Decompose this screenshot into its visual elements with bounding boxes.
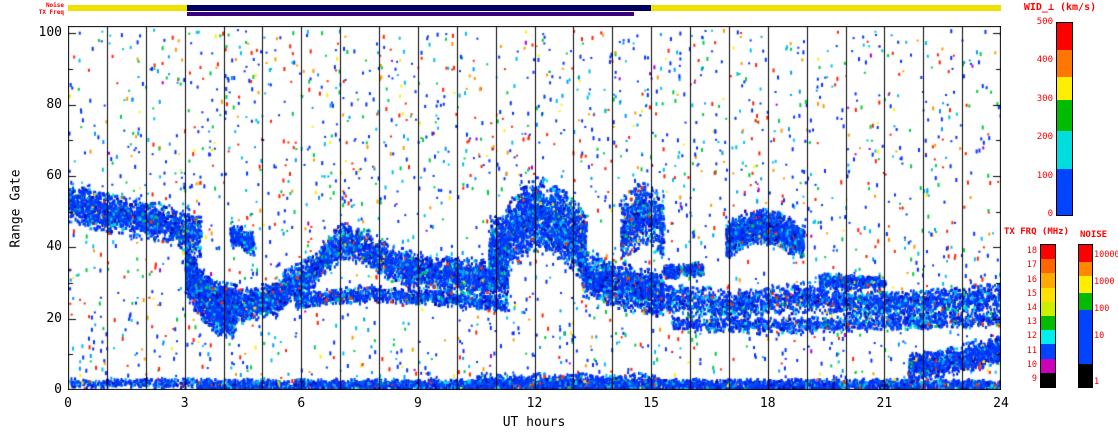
x-tick-label: 0: [64, 396, 72, 411]
y-tick-label: 80: [46, 96, 62, 112]
noise-strip-segment: [651, 5, 1001, 11]
noise-tick-label: 1000: [1094, 277, 1115, 288]
freq-colorbar-segment: [1041, 287, 1055, 302]
txfreq-strip-segment: [186, 12, 634, 16]
wid-tick-label: 400: [1036, 55, 1053, 66]
noise-strip: [68, 5, 1001, 11]
freq-tick-label: 11: [1026, 345, 1037, 356]
wid-colorbar: [1056, 22, 1073, 216]
txfreq-strip-label: TX Freq: [38, 9, 64, 16]
freq-colorbar-segment: [1041, 273, 1055, 288]
wid-colorbar-segment: [1057, 99, 1072, 131]
wid-tick-label: 200: [1036, 132, 1053, 143]
wid-tick-label: 500: [1036, 17, 1053, 27]
noise-colorbar-segment: [1079, 293, 1092, 311]
noise-colorbar: [1078, 244, 1093, 388]
noise-colorbar-segment: [1079, 276, 1092, 294]
wid-colorbar-segment: [1057, 76, 1072, 100]
y-tick-label: 60: [46, 167, 62, 183]
plot-canvas: [68, 26, 1001, 390]
freq-tick-label: 18: [1026, 246, 1037, 257]
noise-tick-label: 100: [1094, 304, 1110, 315]
freq-colorbar-segment: [1041, 259, 1055, 274]
freq-tick-label: 13: [1026, 317, 1037, 328]
freq-tick-label: 12: [1026, 331, 1037, 342]
x-tick-label: 12: [526, 396, 543, 411]
noise-tick-label: 10000: [1094, 250, 1118, 261]
freq-tick-label: 10: [1026, 359, 1037, 370]
noise-colorbar-segment: [1079, 245, 1092, 263]
freq-colorbar-segment: [1041, 344, 1055, 359]
x-tick-label: 21: [876, 396, 893, 411]
freq-colorbar-segment: [1041, 315, 1055, 331]
wid-colorbar-segment: [1057, 23, 1072, 50]
wid-colorbar-title: WID_⊥ (km/s): [1023, 2, 1097, 13]
x-tick-label: 18: [759, 396, 776, 411]
freq-colorbar-segment: [1041, 245, 1055, 260]
y-tick-label: 40: [46, 239, 62, 255]
noise-colorbar-segment: [1079, 262, 1092, 277]
noise-colorbar-title: NOISE: [1080, 230, 1108, 240]
freq-tick-label: 15: [1026, 288, 1037, 299]
wid-tick-label: 300: [1036, 93, 1053, 104]
noise-tick-label: 1: [1094, 376, 1100, 387]
wid-colorbar-segment: [1057, 168, 1072, 215]
x-tick-label: 15: [643, 396, 659, 411]
wid-colorbar-segment: [1057, 130, 1072, 169]
x-tick-label: 24: [993, 396, 1009, 411]
freq-tick-label: 14: [1026, 302, 1037, 313]
noise-strip-segment: [186, 5, 652, 11]
wid-tick-label: 100: [1036, 170, 1053, 181]
noise-colorbar-segment: [1079, 310, 1092, 365]
x-axis-title: UT hours: [502, 415, 566, 430]
freq-colorbar-title: TX FRQ (MHz): [1004, 227, 1070, 237]
noise-colorbar-segment: [1079, 364, 1092, 387]
freq-colorbar-segment: [1041, 358, 1055, 373]
noise-tick-label: 10: [1094, 331, 1105, 342]
freq-colorbar-segment: [1041, 301, 1055, 316]
freq-tick-label: 16: [1026, 274, 1037, 285]
wid-colorbar-segment: [1057, 49, 1072, 77]
wid-tick-label: 0: [1047, 209, 1053, 219]
freq-tick-label: 17: [1026, 260, 1037, 271]
freq-colorbar: [1040, 244, 1056, 388]
y-tick-label: 100: [38, 25, 62, 41]
noise-strip-label: Noise: [45, 2, 64, 9]
freq-colorbar-segment: [1041, 330, 1055, 345]
x-tick-label: 3: [180, 396, 189, 411]
y-tick-label: 0: [54, 382, 62, 397]
noise-strip-segment: [68, 5, 187, 11]
x-tick-label: 9: [413, 396, 422, 411]
freq-tick-label: 9: [1031, 373, 1037, 384]
freq-colorbar-segment: [1041, 372, 1055, 387]
txfreq-strip: [68, 12, 1001, 16]
x-tick-label: 6: [297, 396, 306, 411]
y-tick-label: 20: [46, 310, 62, 326]
